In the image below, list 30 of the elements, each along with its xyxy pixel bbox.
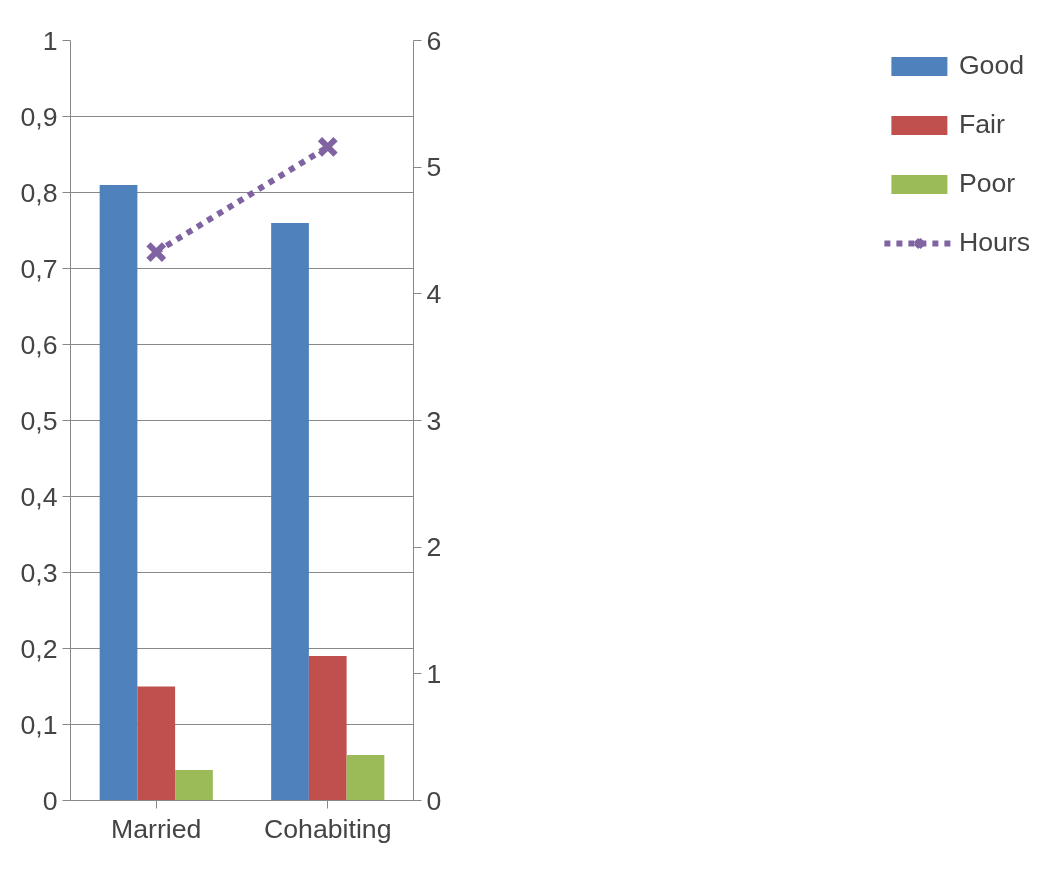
y2-tick-label: 2 [426,532,442,563]
y-tick-label: 0,6 [20,329,58,360]
bar [175,770,213,801]
x-tick-label: Cohabiting [264,813,392,844]
y2-tick-label: 1 [426,658,442,689]
y2-tick-label: 5 [426,152,442,183]
y2-tick-label: 0 [426,785,442,816]
y-tick-label: 0,2 [20,633,58,664]
y2-tick-label: 4 [426,278,442,309]
legend-label: Hours [958,227,1030,258]
x-tick-label: Married [111,813,202,844]
y-tick-label: 1 [42,25,58,56]
bar [346,754,385,801]
legend-label: Poor [958,168,1016,199]
y-tick-label: 0 [42,785,58,816]
bar [271,222,309,801]
y-tick-label: 0,3 [20,557,58,588]
y2-tick-label: 6 [426,25,442,56]
bar [308,656,347,801]
bar [137,686,176,801]
y-tick-label: 0,1 [20,709,58,740]
y-tick-label: 0,9 [20,101,58,132]
legend-label: Fair [958,109,1005,140]
y-tick-label: 0,8 [20,177,58,208]
y-tick-label: 0,7 [20,253,58,284]
y-tick-label: 0,5 [20,405,58,436]
y2-tick-label: 3 [426,405,442,436]
bar [99,184,138,801]
legend-label: Good [958,50,1025,81]
y-tick-label: 0,4 [20,481,58,512]
